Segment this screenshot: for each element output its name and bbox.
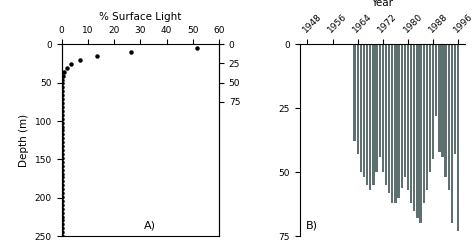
Bar bbox=[451, 44, 453, 223]
Bar bbox=[435, 44, 438, 116]
X-axis label: Year: Year bbox=[371, 0, 393, 8]
Bar bbox=[457, 44, 459, 231]
X-axis label: % Surface Light: % Surface Light bbox=[99, 12, 182, 22]
Text: A): A) bbox=[144, 220, 155, 231]
Bar bbox=[407, 44, 409, 190]
Bar bbox=[369, 44, 372, 190]
Bar bbox=[401, 44, 403, 187]
Bar bbox=[441, 44, 444, 157]
Bar bbox=[429, 44, 431, 172]
Bar bbox=[416, 44, 419, 218]
Bar bbox=[375, 44, 378, 172]
Bar bbox=[413, 44, 415, 211]
Bar bbox=[447, 44, 450, 190]
Bar bbox=[382, 44, 384, 172]
Bar bbox=[445, 44, 447, 177]
Bar bbox=[394, 44, 397, 203]
Bar bbox=[388, 44, 390, 193]
Bar bbox=[354, 44, 356, 141]
Bar bbox=[426, 44, 428, 190]
Bar bbox=[397, 44, 400, 198]
Bar bbox=[419, 44, 422, 223]
Y-axis label: Depth (m): Depth (m) bbox=[19, 114, 29, 167]
Bar bbox=[391, 44, 393, 203]
Bar bbox=[454, 44, 456, 154]
Bar bbox=[385, 44, 387, 185]
Bar bbox=[422, 44, 425, 203]
Bar bbox=[432, 44, 434, 159]
Text: B): B) bbox=[306, 220, 318, 231]
Bar bbox=[360, 44, 362, 172]
Bar bbox=[366, 44, 368, 185]
Bar bbox=[410, 44, 412, 203]
Bar bbox=[363, 44, 365, 177]
Bar bbox=[379, 44, 381, 157]
Bar bbox=[372, 44, 374, 185]
Bar bbox=[356, 44, 359, 154]
Bar bbox=[438, 44, 440, 152]
Bar bbox=[404, 44, 406, 177]
